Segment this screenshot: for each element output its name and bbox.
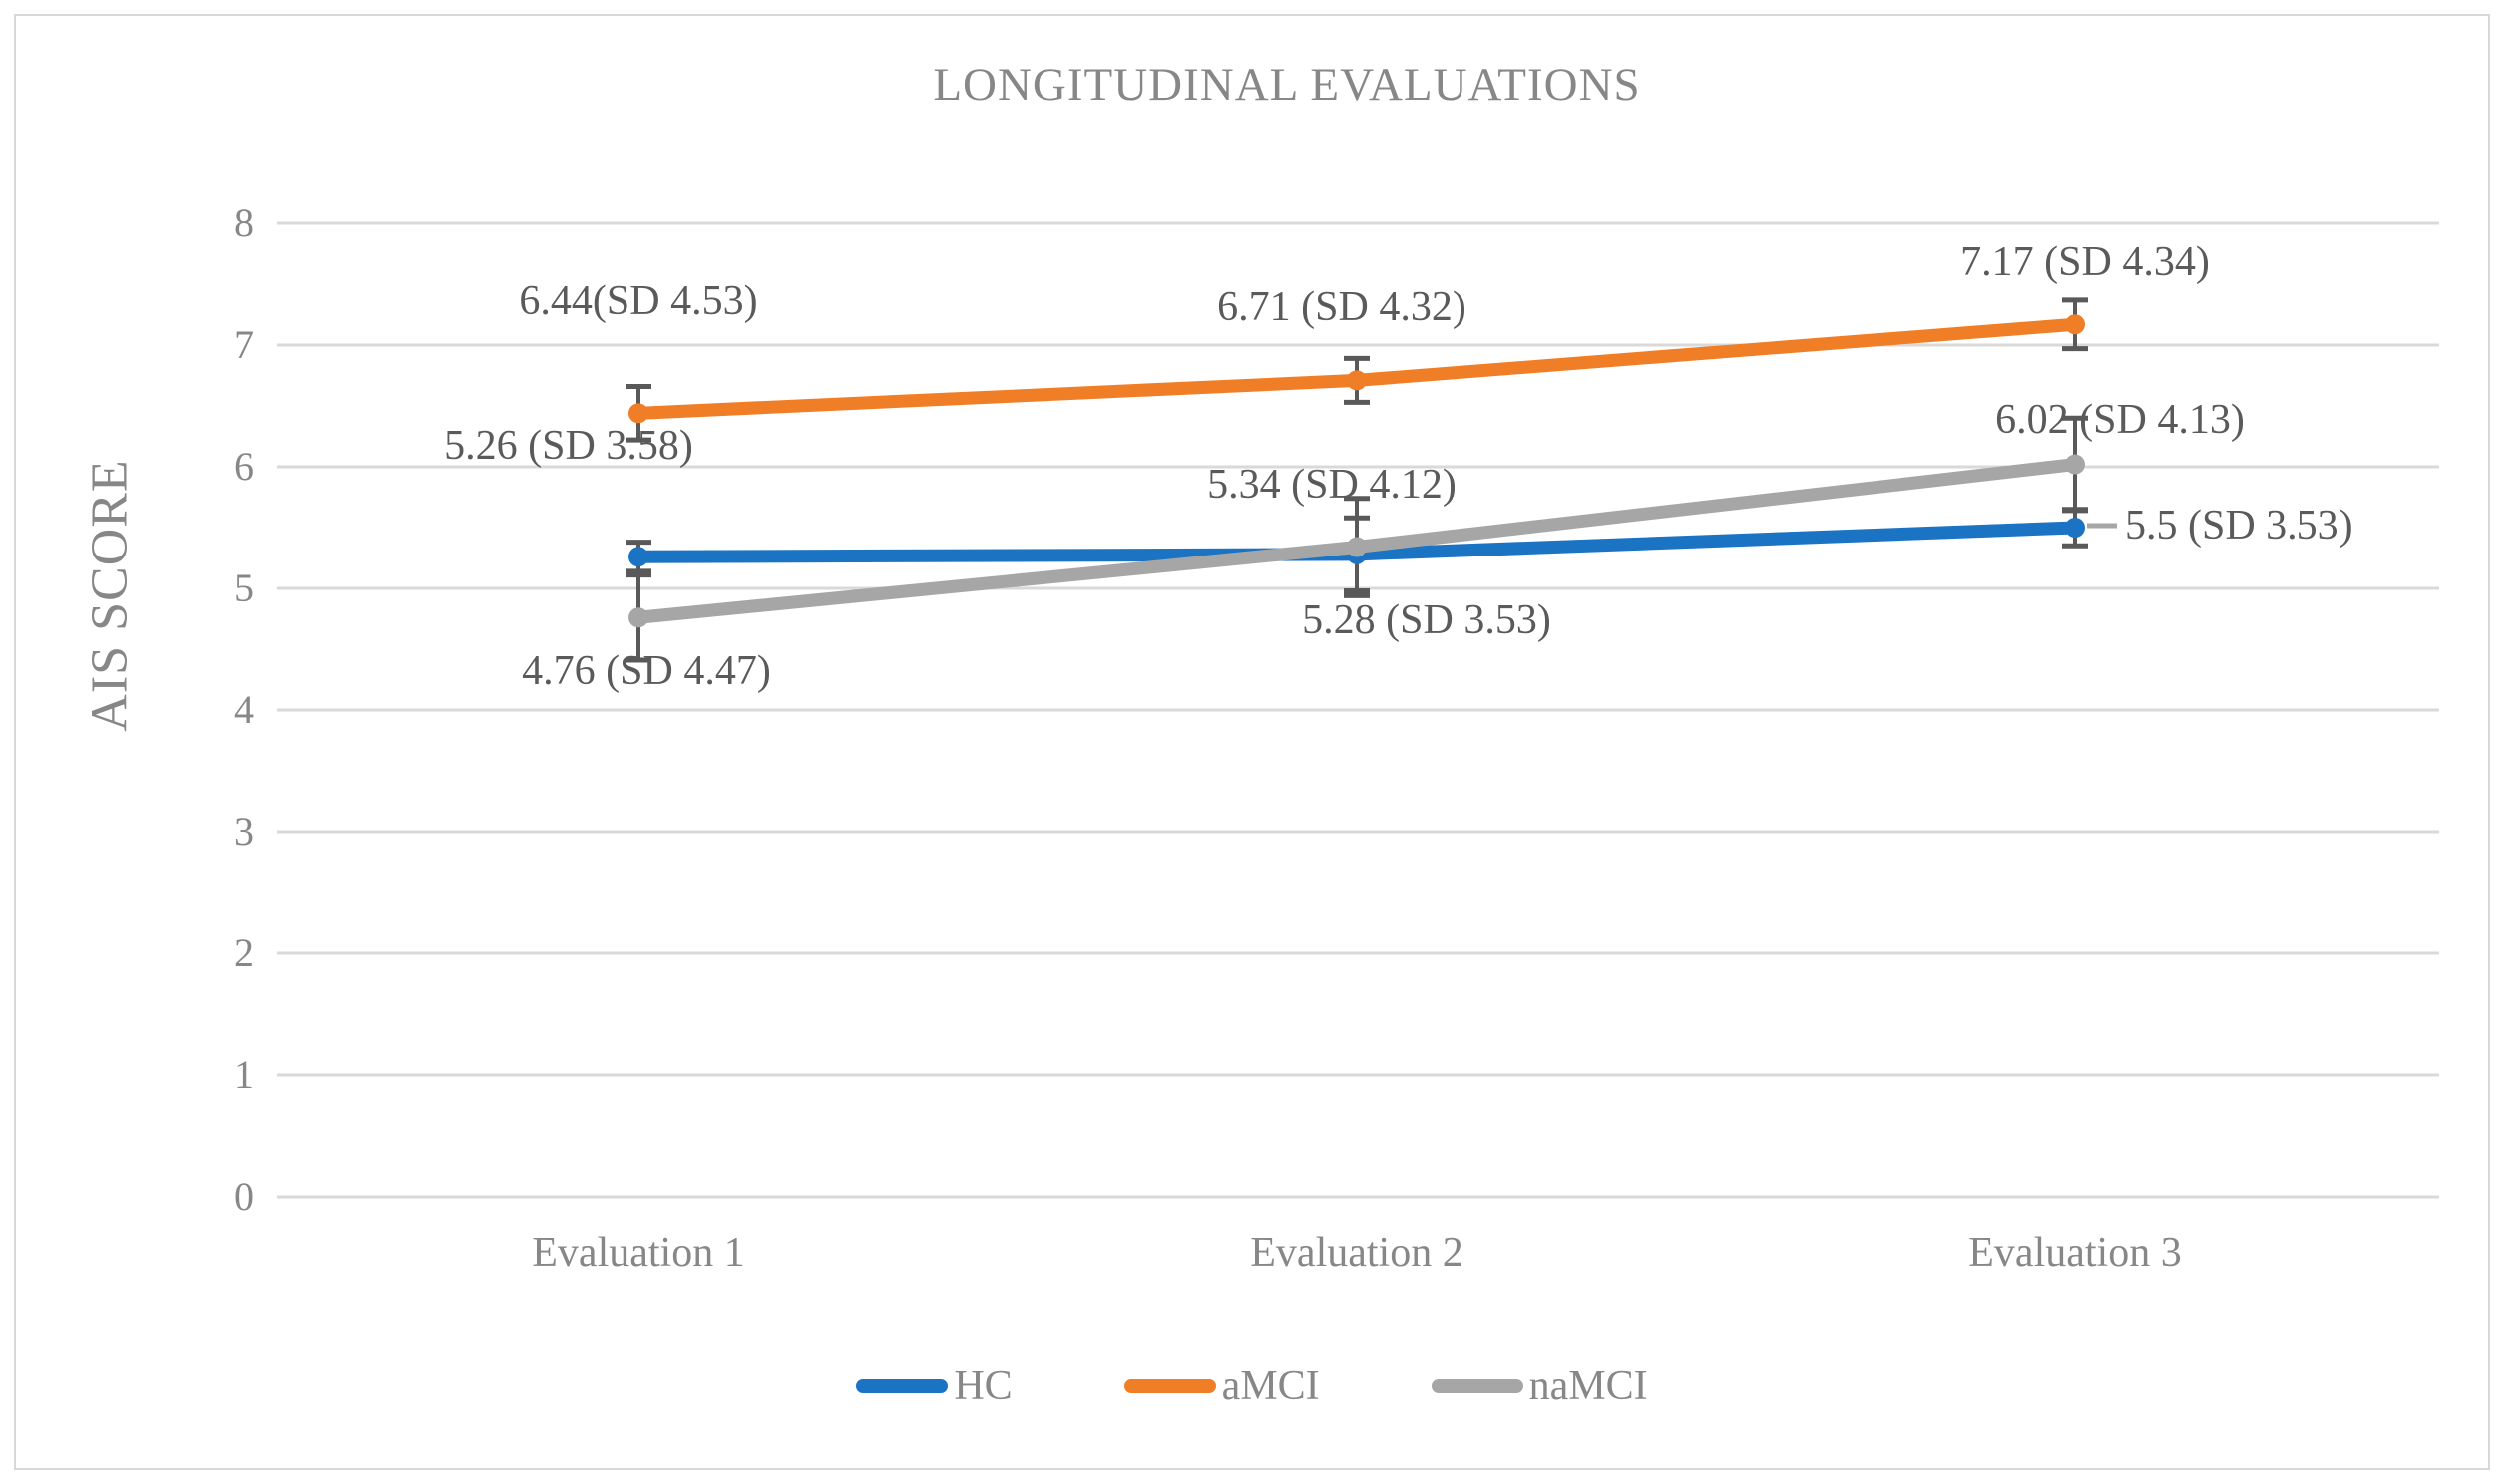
x-tick-label: Evaluation 3 — [1968, 1230, 2182, 1276]
legend-swatch-icon — [1123, 1379, 1216, 1393]
series-marker-HC — [2065, 518, 2085, 538]
x-tick-label: Evaluation 1 — [532, 1230, 745, 1276]
series-marker-naMCI — [1347, 537, 1367, 557]
data-label-naMCI: 5.34 (SD 4.12) — [1207, 461, 1457, 508]
y-tick-label: 1 — [234, 1052, 254, 1097]
data-label-HC: 5.5 (SD 3.53) — [2125, 503, 2353, 549]
series-marker-HC — [628, 547, 648, 567]
x-tick-label: Evaluation 2 — [1250, 1230, 1463, 1276]
legend-swatch-icon — [1431, 1379, 1523, 1393]
y-tick-label: 6 — [234, 444, 254, 489]
legend-label: naMCI — [1528, 1363, 1648, 1409]
series-marker-naMCI — [2065, 454, 2085, 475]
y-tick-label: 2 — [234, 930, 254, 975]
series-marker-aMCI — [628, 403, 648, 424]
legend: HC aMCI naMCI — [0, 1362, 2504, 1410]
data-label-aMCI: 7.17 (SD 4.34) — [1960, 239, 2210, 286]
y-tick-label: 7 — [234, 322, 254, 367]
data-label-aMCI: 6.44(SD 4.53) — [519, 278, 758, 325]
legend-label: aMCI — [1221, 1363, 1320, 1409]
y-tick-label: 0 — [234, 1174, 254, 1219]
data-label-aMCI: 6.71 (SD 4.32) — [1217, 284, 1466, 331]
legend-label: HC — [954, 1363, 1013, 1409]
series-marker-naMCI — [628, 607, 648, 628]
legend-item-aMCI: aMCI — [1123, 1362, 1320, 1410]
legend-item-naMCI: naMCI — [1431, 1362, 1648, 1410]
series-marker-aMCI — [1347, 370, 1367, 391]
y-tick-label: 8 — [234, 200, 254, 245]
y-tick-label: 3 — [234, 809, 254, 854]
y-axis-title: AIS SCORE — [81, 459, 139, 732]
y-tick-label: 4 — [234, 687, 254, 732]
data-label-naMCI: 4.76 (SD 4.47) — [522, 648, 771, 695]
data-label-naMCI: 6.02 (SD 4.13) — [1995, 396, 2245, 443]
legend-item-HC: HC — [856, 1362, 1013, 1410]
series-marker-aMCI — [2065, 314, 2085, 335]
data-label-HC: 5.26 (SD 3.58) — [444, 423, 693, 470]
legend-swatch-icon — [856, 1379, 949, 1393]
chart-title: LONGITUDINAL EVALUATIONS — [933, 59, 1641, 111]
y-tick-label: 5 — [234, 565, 254, 610]
data-label-HC: 5.28 (SD 3.53) — [1302, 596, 1551, 643]
